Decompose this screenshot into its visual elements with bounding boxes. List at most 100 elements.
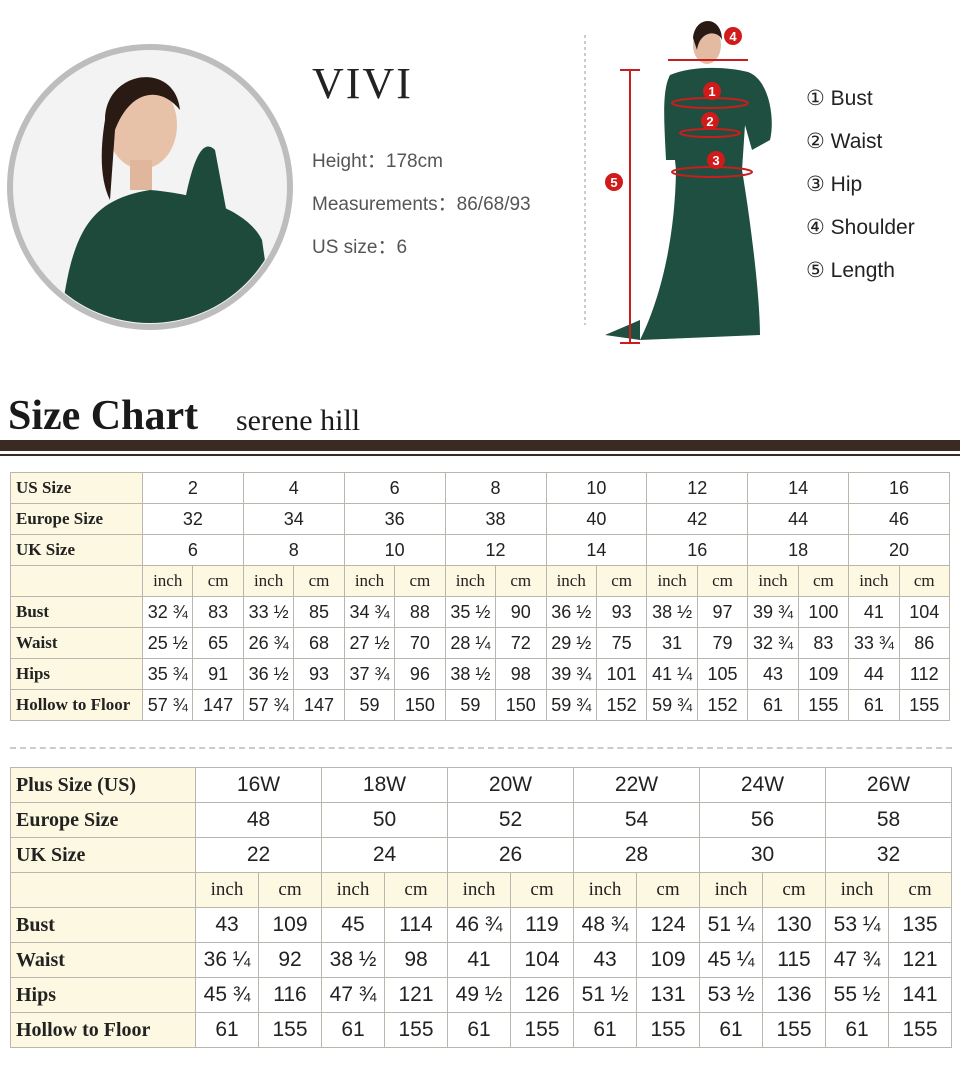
- model-detail: Measurements：86/68/93: [312, 194, 531, 215]
- measure-cell: 109: [636, 942, 700, 978]
- measure-cell: 28 ¼: [444, 627, 497, 659]
- size-cell: 42: [646, 503, 749, 535]
- table-row: Waist 25 ½ 65 26 ¾ 68 27 ½ 70 28 ¼ 72 29 ½ 75 31 79 3…: [10, 627, 951, 659]
- measure-cell: 61: [747, 689, 799, 721]
- measure-cell: 61: [848, 689, 900, 721]
- markers: 1 2 3 4 5: [605, 27, 742, 191]
- measure-cell: 61: [321, 1012, 385, 1048]
- measure-cell: 59: [343, 689, 396, 721]
- measure-cell: 53 ¼: [825, 907, 889, 943]
- unit-cell: cm: [898, 565, 951, 597]
- measure-cell: 35 ½: [444, 596, 497, 628]
- measure-cell: 115: [762, 942, 826, 978]
- measure-cell: 59: [444, 689, 497, 721]
- measure-cell: 48 ¾: [573, 907, 637, 943]
- size-cell: 26: [447, 837, 574, 873]
- measure-cell: 155: [762, 1012, 826, 1048]
- measure-cell: 72: [495, 627, 547, 659]
- empty-cell: [10, 565, 143, 597]
- size-cell: 22: [195, 837, 322, 873]
- measure-cell: 152: [595, 689, 648, 721]
- measure-cell: 130: [762, 907, 826, 943]
- measure-cell: 104: [510, 942, 574, 978]
- size-cell: 8: [242, 534, 345, 566]
- row-label: Bust: [10, 907, 196, 943]
- row-label: Bust: [10, 596, 143, 628]
- unit-cell: cm: [762, 872, 826, 908]
- measure-cell: 155: [636, 1012, 700, 1048]
- unit-cell: inch: [699, 872, 763, 908]
- measure-cell: 38 ½: [646, 596, 698, 628]
- measure-cell: 46 ¾: [447, 907, 511, 943]
- size-cell: 18: [747, 534, 850, 566]
- brand: serene hill: [236, 404, 361, 437]
- measure-cell: 92: [258, 942, 322, 978]
- measure-cell: 135: [888, 907, 952, 943]
- model-name: VIVI: [312, 59, 413, 108]
- row-label: Hollow to Floor: [10, 689, 143, 721]
- size-cell: 38: [444, 503, 547, 535]
- measure-cell: 101: [595, 658, 648, 690]
- empty-cell: [10, 872, 196, 908]
- marker-label: 1: [708, 84, 715, 99]
- size-cell: 48: [195, 802, 322, 838]
- row-label: Plus Size (US): [10, 767, 196, 803]
- row-label: US Size: [10, 472, 143, 504]
- measure-cell: 112: [898, 658, 951, 690]
- measure-cell: 116: [258, 977, 322, 1013]
- measure-cell: 31: [646, 627, 698, 659]
- size-cell: 50: [321, 802, 448, 838]
- measure-cell: 126: [510, 977, 574, 1013]
- size-cell: 14: [747, 472, 850, 504]
- size-cell: 24: [321, 837, 448, 873]
- rule: [0, 454, 960, 456]
- measure-cell: 93: [293, 658, 345, 690]
- measure-cell: 136: [762, 977, 826, 1013]
- size-cell: 28: [573, 837, 700, 873]
- row-label: Hollow to Floor: [10, 1012, 196, 1048]
- measure-cell: 43: [747, 658, 799, 690]
- table-row: UK Size 22 24 26 28 30 32: [10, 837, 952, 873]
- measure-cell: 53 ½: [699, 977, 763, 1013]
- model-detail: Height：178cm: [312, 151, 443, 172]
- size-cell: 14: [545, 534, 648, 566]
- size-cell: 32: [142, 503, 244, 535]
- measure-cell: 43: [573, 942, 637, 978]
- measure-cell: 25 ½: [141, 627, 194, 659]
- table-row: Hollow to Floor 57 ¾ 147 57 ¾ 147 59 150 59 150 5…: [10, 689, 951, 721]
- size-cell: 6: [142, 534, 244, 566]
- measure-cell: 36 ½: [242, 658, 295, 690]
- measure-cell: 83: [797, 627, 850, 659]
- measure-cell: 61: [573, 1012, 637, 1048]
- measure-cell: 121: [384, 977, 448, 1013]
- size-cell: 46: [848, 503, 950, 535]
- unit-cell: inch: [646, 565, 698, 597]
- measure-cell: 109: [797, 658, 850, 690]
- measure-cell: 38 ½: [444, 658, 497, 690]
- measure-cell: 97: [696, 596, 749, 628]
- measure-cell: 109: [258, 907, 322, 943]
- unit-cell: cm: [258, 872, 322, 908]
- size-cell: 18W: [321, 767, 448, 803]
- measure-cell: 49 ½: [447, 977, 511, 1013]
- measure-cell: 105: [696, 658, 749, 690]
- measure-cell: 45: [321, 907, 385, 943]
- measure-cell: 26 ¾: [242, 627, 295, 659]
- table-row: Hips 45 ¾ 116 47 ¾ 121 49 ½ 126 51 ½ 131 53 ½ 136 5…: [10, 977, 952, 1013]
- unit-cell: cm: [394, 565, 446, 597]
- unit-cell: inch: [343, 565, 396, 597]
- measure-cell: 45 ¾: [195, 977, 259, 1013]
- unit-cell: inch: [321, 872, 385, 908]
- measure-cell: 75: [595, 627, 648, 659]
- measure-cell: 150: [394, 689, 446, 721]
- measure-cell: 41 ¼: [646, 658, 698, 690]
- row-label: Waist: [10, 627, 143, 659]
- marker-dot: [707, 151, 725, 169]
- measure-cell: 32 ¾: [747, 627, 799, 659]
- size-cell: 2: [142, 472, 244, 504]
- size-cell: 16: [646, 534, 749, 566]
- measure-cell: 88: [394, 596, 446, 628]
- unit-cell: inch: [242, 565, 295, 597]
- size-cell: 36: [343, 503, 446, 535]
